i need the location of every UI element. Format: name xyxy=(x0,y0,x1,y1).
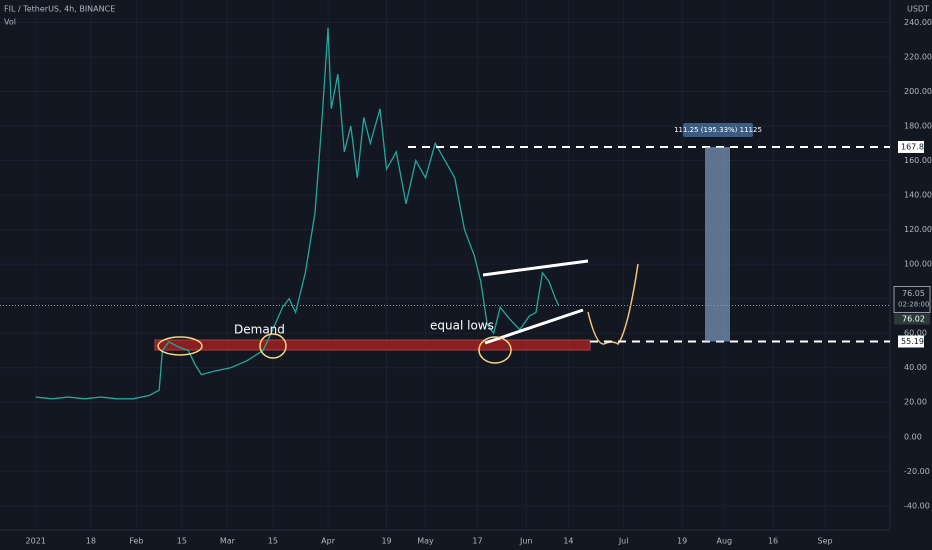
measure-box xyxy=(705,146,730,342)
highlight-circle xyxy=(157,336,203,356)
x-tick-label: Aug xyxy=(717,537,733,546)
y-tick-label: -40.00 xyxy=(904,501,930,510)
y-tick-label: 120.00 xyxy=(904,225,932,234)
measure-tag xyxy=(683,122,753,137)
x-tick-label: Feb xyxy=(129,537,143,546)
y-tick-label: -20.00 xyxy=(904,467,930,476)
level-label: 55.19 xyxy=(901,337,924,346)
y-tick-label: 240.00 xyxy=(904,18,932,27)
level-tag xyxy=(898,140,924,153)
symbol-title: FIL / TetherUS, 4h, BINANCE xyxy=(4,5,115,14)
x-tick-label: May xyxy=(417,537,434,546)
y-tick-label: 140.00 xyxy=(904,191,932,200)
x-tick-label: 16 xyxy=(768,537,778,546)
trendline-upper xyxy=(482,259,589,277)
x-tick-label: 2021 xyxy=(26,537,46,546)
measure-label: 111.25 (195.33%) 11125 xyxy=(674,126,762,134)
y-tick-label: 20.00 xyxy=(904,398,927,407)
x-tick-label: 19 xyxy=(381,537,391,546)
projection-path xyxy=(587,263,639,346)
y-tick-label: 200.00 xyxy=(904,87,932,96)
x-tick-label: 15 xyxy=(177,537,187,546)
demand-zone xyxy=(154,339,591,351)
x-tick-label: Apr xyxy=(321,537,336,546)
x-tick-label: 19 xyxy=(677,537,687,546)
price-line xyxy=(35,27,560,400)
annotation: Demand xyxy=(234,323,285,337)
x-tick-label: 14 xyxy=(563,537,573,546)
x-tick-label: Mar xyxy=(220,537,236,546)
countdown-label: 02:28:00 xyxy=(898,300,929,308)
x-tick-label: Jun xyxy=(519,537,533,546)
x-tick-label: 17 xyxy=(472,537,482,546)
x-tick-label: 15 xyxy=(268,537,278,546)
last-price-label: 76.05 xyxy=(902,289,925,298)
x-tick-label: 18 xyxy=(86,537,96,546)
y-tick-label: 220.00 xyxy=(904,52,932,61)
prev-price-tag xyxy=(894,313,930,325)
x-tick-label: Jul xyxy=(618,537,629,546)
y-tick-label: 100.00 xyxy=(904,260,932,269)
y-tick-label: 180.00 xyxy=(904,122,932,131)
y-tick-label: 0.00 xyxy=(904,432,922,441)
y-tick-label: 40.00 xyxy=(904,363,927,372)
level-tag xyxy=(898,335,924,348)
highlight-circle xyxy=(259,333,287,359)
indicator-label: Vol xyxy=(4,18,16,27)
annotation: equal lows xyxy=(430,319,494,333)
currency-label: USDT xyxy=(907,5,929,14)
x-tick-label: Sep xyxy=(817,537,832,546)
level-label: 167.86 xyxy=(901,142,929,151)
prev-price-label: 76.02 xyxy=(902,315,925,324)
y-tick-label: 160.00 xyxy=(904,156,932,165)
plot xyxy=(35,27,560,400)
y-tick-label: 60.00 xyxy=(904,329,927,338)
highlight-circle xyxy=(478,336,512,364)
last-price-tag xyxy=(893,285,931,313)
